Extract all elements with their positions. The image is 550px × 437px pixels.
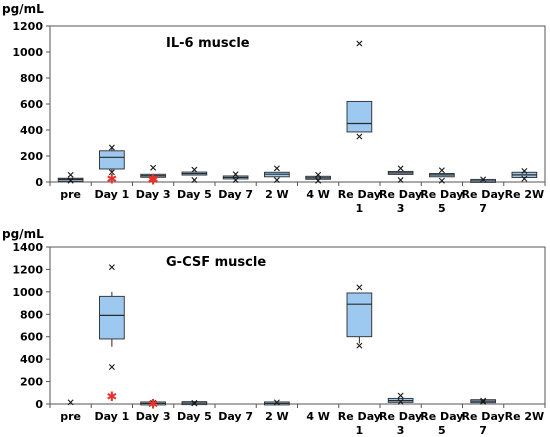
il6-box-re-day-1 (346, 100, 373, 133)
il6-x-marker-day-7 (232, 177, 239, 184)
il6-xtick-day-1: Day 1 (94, 188, 129, 201)
gcsf-xtick-re-day-7: Re Day 7 (462, 410, 505, 437)
gcsf-xtick-re-day-3: Re Day 3 (379, 410, 422, 437)
il6-x-marker-re-day-7 (480, 176, 487, 183)
il6-x-marker-4-w (315, 171, 322, 178)
gcsf-xtick-2-w: 2 W (265, 410, 289, 423)
il6-x-marker-2-w (273, 165, 280, 172)
gcsf-xtick-4-w: 4 W (306, 410, 330, 423)
il6-x-marker-2-w (273, 177, 280, 184)
gcsf-x-marker-re-day-1 (356, 284, 363, 291)
il6-xtick-re-day-1: Re Day 1 (338, 188, 381, 215)
il6-x-marker-day-3 (150, 164, 157, 171)
il6-ytick-label: 0 (35, 176, 43, 189)
il6-xtick-2-w: 2 W (265, 188, 289, 201)
gcsf-x-marker-2-w (273, 399, 280, 406)
il6-ytick-label: 200 (20, 150, 43, 163)
gcsf-x-marker-day-1 (108, 364, 115, 370)
gcsf-xtick-day-3: Day 3 (136, 410, 171, 423)
gcsf-ytick-label: 1400 (12, 241, 43, 254)
gcsf-outlier-day-1: ✱ (106, 390, 117, 405)
il6-xtick-re-day-3: Re Day 3 (379, 188, 422, 215)
il6-x-marker-day-7 (232, 171, 239, 178)
chart-il6-title: IL-6 muscle (166, 36, 250, 51)
gcsf-xtick-re-day-1: Re Day 1 (338, 410, 381, 437)
il6-ytick-label: 1200 (12, 20, 43, 33)
il6-ytick-label: 1000 (12, 46, 43, 59)
il6-ytick-label: 400 (20, 124, 43, 137)
il6-ytick-label: 800 (20, 72, 43, 85)
il6-x-marker-pre (67, 177, 74, 184)
gcsf-x-marker-day-5 (191, 400, 198, 407)
il6-x-marker-re-day-5 (438, 167, 445, 174)
il6-outlier-day-3: ✱ (148, 172, 159, 187)
il6-xtick-re-day-5: Re Day 5 (420, 188, 463, 215)
il6-x-marker-day-1 (108, 169, 115, 176)
il6-xtick-day-3: Day 3 (136, 188, 171, 201)
il6-x-marker-re-day-3 (397, 177, 404, 184)
gcsf-xtick-day-5: Day 5 (177, 410, 212, 423)
il6-ytick-label: 600 (20, 98, 43, 111)
il6-x-marker-4-w (315, 177, 322, 184)
gcsf-xtick-re-2w: Re 2W (505, 410, 545, 423)
chart-il6: pg/mL IL-6 muscle 0 200 400 600 800 1000 1200 p… (2, 2, 546, 215)
gcsf-x-marker-day-1 (108, 264, 115, 271)
il6-xtick-re-day-7: Re Day 7 (462, 188, 505, 215)
gcsf-x-marker-re-day-1 (356, 342, 363, 349)
il6-x-marker-re-2w (521, 167, 528, 174)
il6-xtick-day-5: Day 5 (177, 188, 212, 201)
gcsf-ytick-label: 400 (20, 353, 43, 366)
gcsf-ytick-label: 800 (20, 308, 43, 321)
gcsf-x-marker-re-day-3 (397, 398, 404, 405)
il6-outlier-day-1: ✱ (106, 172, 117, 187)
il6-x-marker-day-5 (191, 177, 198, 184)
chart-gcsf: pg/mL G-CSF muscle 0 200 400 600 800 1000 1200… (2, 227, 546, 437)
il6-x-marker-re-day-5 (438, 177, 445, 184)
il6-xtick-4-w: 4 W (306, 188, 330, 201)
gcsf-box-re-day-1 (346, 292, 373, 338)
il6-xtick-day-7: Day 7 (218, 188, 253, 201)
gcsf-x-marker-re-day-7 (480, 398, 487, 405)
gcsf-outlier-day-3: ✱ (148, 398, 159, 413)
gcsf-x-marker-pre (67, 399, 74, 406)
il6-x-marker-re-day-3 (397, 165, 404, 172)
gcsf-ytick-label: 0 (35, 398, 43, 411)
gcsf-x-marker-day-3 (150, 399, 157, 406)
chart-gcsf-title: G-CSF muscle (166, 255, 266, 270)
gcsf-xtick-day-7: Day 7 (218, 410, 253, 423)
gcsf-ytick-label: 1200 (12, 263, 43, 276)
gcsf-xtick-pre: pre (60, 410, 81, 423)
il6-x-marker-day-1 (108, 144, 115, 151)
gcsf-x-marker-re-day-7 (480, 397, 487, 404)
il6-x-marker-pre (67, 171, 74, 178)
il6-x-marker-re-day-1 (356, 40, 363, 47)
il6-x-marker-re-2w (521, 175, 528, 182)
il6-outlier-day-3: ✱ (148, 174, 159, 189)
il6-x-marker-day-5 (191, 166, 198, 173)
il6-x-marker-re-day-1 (356, 133, 363, 140)
gcsf-ytick-label: 600 (20, 331, 43, 344)
il6-xtick-re-2w: Re 2W (505, 188, 545, 201)
gcsf-box-day-1 (99, 295, 125, 340)
il6-box-day-1 (99, 150, 125, 170)
gcsf-xtick-re-day-5: Re Day 5 (420, 410, 463, 437)
il6-xtick-pre: pre (60, 188, 81, 201)
gcsf-x-marker-re-day-3 (397, 392, 404, 399)
chart-gcsf-unit: pg/mL (2, 227, 44, 241)
gcsf-ytick-label: 1000 (12, 286, 43, 299)
gcsf-xtick-day-1: Day 1 (94, 410, 129, 423)
chart-il6-unit: pg/mL (2, 2, 44, 16)
gcsf-ytick-label: 200 (20, 376, 43, 389)
